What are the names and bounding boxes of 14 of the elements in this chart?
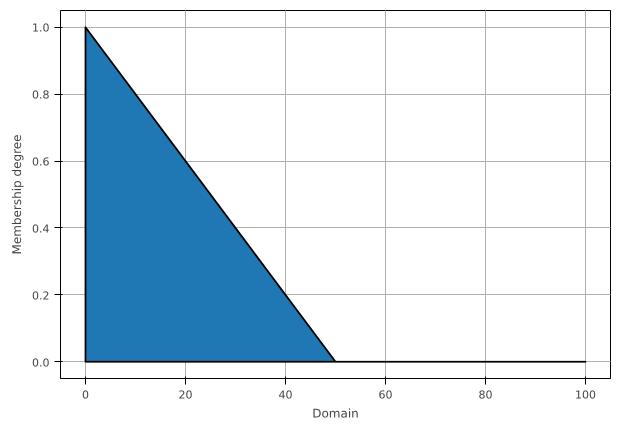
x-tick-label: 0	[82, 388, 89, 402]
x-tick-label: 40	[278, 388, 292, 402]
y-tick-label: 0.8	[32, 88, 50, 102]
x-tick-label: 80	[478, 388, 492, 402]
x-axis-title: Domain	[312, 406, 359, 420]
x-tick-label: 60	[378, 388, 392, 402]
y-tick-label: 0.6	[32, 156, 50, 169]
x-tick-label: 100	[575, 388, 596, 402]
y-tick-label: 0.4	[32, 222, 50, 236]
y-tick-label: 0.0	[32, 356, 50, 370]
x-tick-label: 20	[178, 388, 192, 402]
y-tick-label: 0.2	[32, 289, 50, 302]
y-tick-label: 1.0	[32, 22, 50, 35]
y-axis-title: Membership degree	[10, 134, 24, 255]
